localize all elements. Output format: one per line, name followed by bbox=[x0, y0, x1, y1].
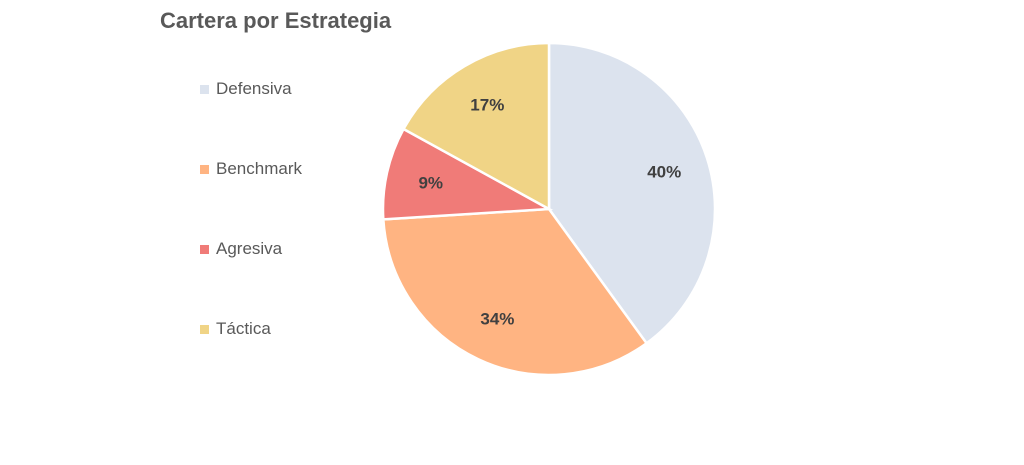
legend-label: Benchmark bbox=[216, 159, 302, 178]
legend-swatch bbox=[200, 244, 209, 254]
legend-item-defensiva: Defensiva bbox=[200, 74, 400, 104]
legend: Defensiva Benchmark Agresiva Táctica bbox=[200, 74, 400, 394]
legend-swatch bbox=[200, 164, 209, 174]
legend-item-agresiva: Agresiva bbox=[200, 234, 400, 264]
pie-slice-benchmark bbox=[382, 207, 649, 377]
pie-slice-agresiva bbox=[381, 127, 554, 221]
legend-swatch bbox=[200, 324, 209, 334]
data-label: 40% bbox=[647, 163, 681, 182]
legend-label: Agresiva bbox=[216, 239, 283, 258]
legend-label: Táctica bbox=[216, 319, 271, 338]
legend-item-tactica: Táctica bbox=[200, 314, 400, 344]
pie-slice-defensiva bbox=[547, 41, 717, 346]
data-label: 34% bbox=[480, 310, 514, 329]
legend-item-benchmark: Benchmark bbox=[200, 154, 400, 184]
legend-swatch bbox=[200, 84, 209, 94]
legend-label: Defensiva bbox=[216, 79, 292, 98]
data-label: 17% bbox=[470, 96, 504, 115]
pie-slice-tactica bbox=[401, 41, 551, 212]
chart-title: Cartera por Estrategia bbox=[160, 8, 392, 33]
data-label: 9% bbox=[418, 174, 443, 193]
